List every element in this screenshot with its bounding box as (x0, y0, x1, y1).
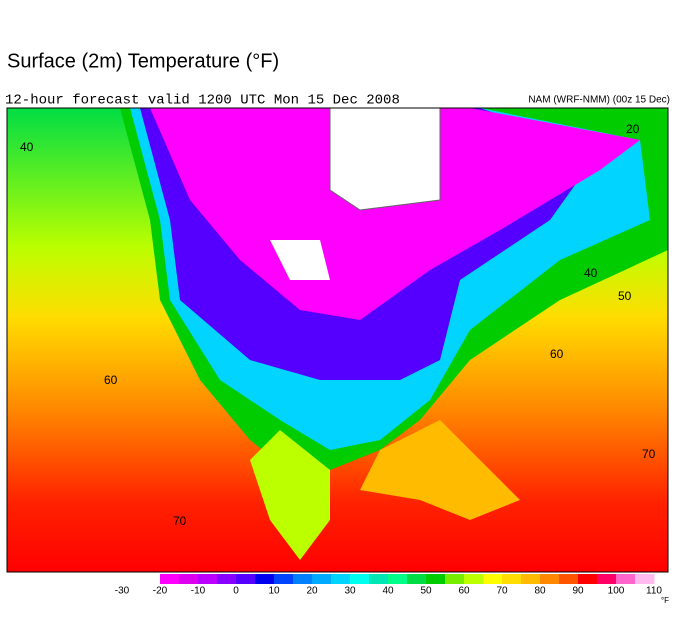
legend-swatch (635, 574, 655, 584)
unit-label: °F (661, 596, 669, 605)
legend-tick-label: 90 (572, 586, 584, 597)
legend-swatch (407, 574, 427, 584)
legend-tick-label: 0 (233, 586, 239, 597)
legend-swatch (369, 574, 389, 584)
contour-label: 70 (642, 447, 656, 461)
legend-swatch (578, 574, 598, 584)
legend-tick-label: 50 (420, 586, 432, 597)
legend-tick-label: 20 (306, 586, 318, 597)
legend-swatch (350, 574, 370, 584)
legend-swatch (616, 574, 636, 584)
legend-swatch (312, 574, 332, 584)
contour-label: 40 (20, 140, 34, 154)
legend-swatch (160, 574, 180, 584)
legend-swatch (464, 574, 484, 584)
legend-tick-label: 60 (458, 586, 470, 597)
contour-label: 60 (550, 347, 564, 361)
color-legend: -30 -20 -10 0 10 20 30 40 50 60 70 80 90 100 110 (115, 574, 662, 597)
legend-swatch (597, 574, 617, 584)
model-label: NAM (WRF-NMM) (00z 15 Dec) (528, 95, 670, 106)
legend-swatch (445, 574, 465, 584)
contour-label: 40 (584, 266, 598, 280)
legend-swatch (293, 574, 313, 584)
legend-swatch (388, 574, 408, 584)
legend-swatch (502, 574, 522, 584)
legend-swatch (483, 574, 503, 584)
legend-swatch (255, 574, 275, 584)
legend-tick-label: 110 (646, 586, 662, 597)
title: Surface (2m) Temperature (°F) (7, 50, 279, 72)
legend-tick-label: 70 (496, 586, 508, 597)
legend-swatch (179, 574, 199, 584)
legend-tick-label: 40 (382, 586, 394, 597)
legend-tick-label: -30 (115, 586, 130, 597)
map: 40 60 70 20 40 50 60 70 (6, 107, 669, 573)
legend-swatch (540, 574, 560, 584)
contour-label: 50 (618, 289, 632, 303)
contour-label: 60 (104, 373, 118, 387)
legend-swatch (331, 574, 351, 584)
legend-tick-label: 80 (534, 586, 546, 597)
legend-swatch (217, 574, 237, 584)
legend-swatch (521, 574, 541, 584)
legend-tick-label: 30 (344, 586, 356, 597)
legend-swatch (198, 574, 218, 584)
contour-label: 20 (626, 122, 640, 136)
legend-tick-label: 10 (268, 586, 280, 597)
legend-tick-label: -10 (191, 586, 206, 597)
legend-swatch (274, 574, 294, 584)
legend-swatch (236, 574, 256, 584)
legend-swatch (559, 574, 579, 584)
contour-label: 70 (173, 514, 187, 528)
legend-tick-label: -20 (153, 586, 168, 597)
legend-tick-label: 100 (608, 586, 625, 597)
legend-swatch (426, 574, 446, 584)
subtitle: 12-hour forecast valid 1200 UTC Mon 15 D… (5, 93, 400, 109)
